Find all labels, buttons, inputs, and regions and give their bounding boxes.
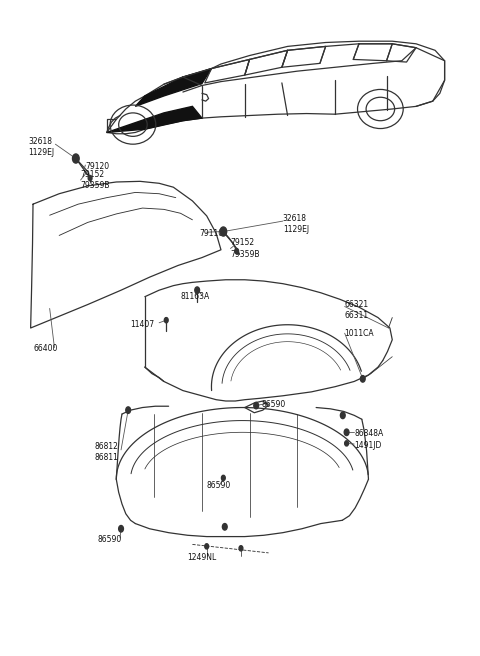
Circle shape: [221, 476, 225, 481]
Circle shape: [239, 546, 243, 551]
Text: 66321
66311: 66321 66311: [345, 300, 369, 319]
Text: 11407: 11407: [131, 320, 155, 329]
Circle shape: [88, 175, 92, 180]
Circle shape: [345, 441, 348, 446]
Text: 79152
79359B: 79152 79359B: [230, 238, 260, 258]
Text: 79152
79359B: 79152 79359B: [81, 170, 110, 190]
Text: 1249NL: 1249NL: [188, 553, 217, 562]
Circle shape: [72, 154, 79, 163]
Circle shape: [344, 429, 349, 436]
Polygon shape: [107, 106, 202, 133]
Circle shape: [195, 287, 200, 293]
Polygon shape: [135, 69, 212, 106]
Circle shape: [254, 402, 259, 409]
Text: 1491JD: 1491JD: [354, 441, 382, 450]
Text: 1011CA: 1011CA: [345, 329, 374, 338]
Text: 66400: 66400: [33, 344, 58, 354]
Text: 86590: 86590: [262, 400, 286, 409]
Circle shape: [164, 318, 168, 323]
Circle shape: [360, 376, 365, 382]
Text: 86590: 86590: [207, 482, 231, 490]
Circle shape: [340, 412, 345, 419]
Circle shape: [222, 523, 227, 530]
Text: 32618
1129EJ: 32618 1129EJ: [28, 136, 54, 157]
Text: 32618
1129EJ: 32618 1129EJ: [283, 214, 309, 234]
Text: 79120: 79120: [85, 162, 109, 171]
Text: 86848A: 86848A: [354, 429, 384, 438]
Circle shape: [235, 249, 239, 254]
Text: 86812
86811: 86812 86811: [95, 441, 119, 462]
Circle shape: [205, 544, 209, 549]
Text: 81163A: 81163A: [180, 292, 210, 301]
Circle shape: [119, 525, 123, 532]
Circle shape: [126, 407, 131, 413]
Circle shape: [220, 227, 227, 236]
Text: 86590: 86590: [97, 535, 121, 544]
Text: 79110: 79110: [200, 229, 224, 238]
